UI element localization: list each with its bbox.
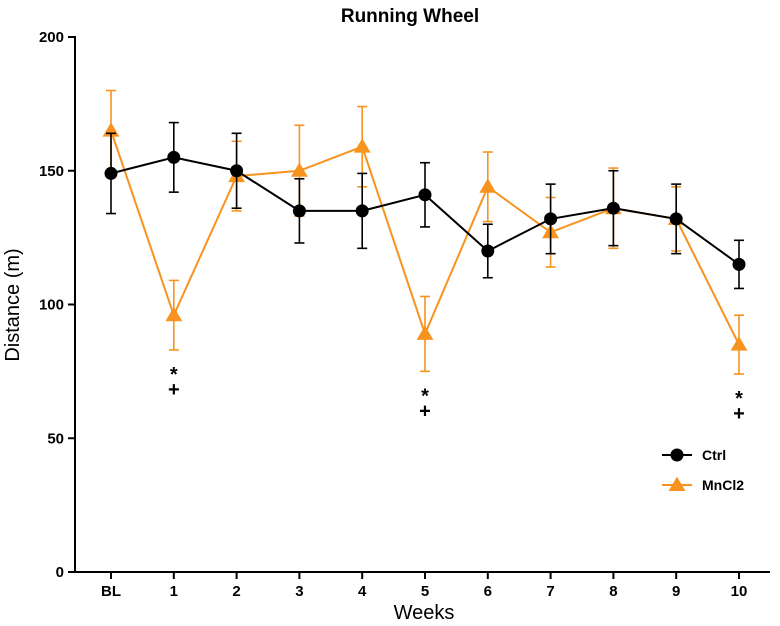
series-ctrl — [104, 121, 746, 290]
x-tick-label: 3 — [295, 583, 303, 600]
data-point — [355, 204, 369, 218]
y-tick-label: 0 — [56, 564, 64, 581]
x-tick-label: 4 — [358, 583, 367, 600]
data-point — [479, 178, 497, 193]
data-point — [104, 166, 118, 180]
significance-mark: * — [170, 364, 178, 386]
data-point — [544, 212, 558, 226]
legend-label: MnCl2 — [702, 477, 744, 493]
significance-mark: * — [421, 385, 429, 407]
legend-item-ctrl: Ctrl — [662, 447, 726, 463]
x-tick-label: 8 — [609, 583, 617, 600]
data-point — [353, 138, 371, 153]
series-layer — [102, 89, 748, 375]
data-point — [416, 325, 434, 340]
legend-marker — [668, 476, 686, 491]
legend-marker — [670, 448, 684, 462]
significance-mark: + — [733, 403, 745, 425]
x-tick-label: 2 — [232, 583, 240, 600]
data-point — [732, 257, 746, 271]
data-point — [167, 150, 181, 164]
annotation-layer: *+ *+*+ — [168, 364, 745, 425]
data-point — [291, 162, 308, 177]
y-tick-label: 50 — [47, 430, 64, 447]
series-mncl2 — [102, 89, 748, 375]
x-tick-label: 1 — [170, 583, 178, 600]
axes: 0 50 100 150 200 BL 1 2 3 4 5 6 7 8 9 10 — [39, 29, 770, 600]
data-point — [669, 212, 683, 226]
significance-mark: + — [419, 400, 431, 422]
y-tick-label: 150 — [39, 163, 64, 180]
data-point — [418, 188, 432, 202]
data-point — [481, 244, 495, 258]
data-point — [165, 306, 183, 322]
legend-item-mncl2: MnCl2 — [662, 476, 744, 493]
x-tick-label: 7 — [546, 583, 554, 600]
x-tick-label: 6 — [484, 583, 492, 600]
x-axis-title: Weeks — [394, 602, 455, 624]
data-point — [606, 201, 620, 215]
y-tick-label: 200 — [39, 29, 64, 46]
legend: Ctrl MnCl2 — [662, 447, 744, 493]
chart-title: Running Wheel — [341, 6, 479, 27]
data-point — [730, 336, 748, 351]
x-tick-label: 5 — [421, 583, 429, 600]
x-tick-label: 9 — [672, 583, 680, 600]
significance-mark: * — [735, 388, 743, 410]
significance-mark: + — [168, 379, 180, 401]
x-tick-label: 10 — [731, 583, 748, 600]
legend-label: Ctrl — [702, 447, 726, 463]
data-point — [292, 204, 306, 218]
x-tick-label: BL — [101, 583, 121, 600]
y-axis-title: Distance (m) — [2, 248, 24, 361]
data-point — [230, 164, 244, 178]
y-tick-label: 100 — [39, 297, 64, 314]
